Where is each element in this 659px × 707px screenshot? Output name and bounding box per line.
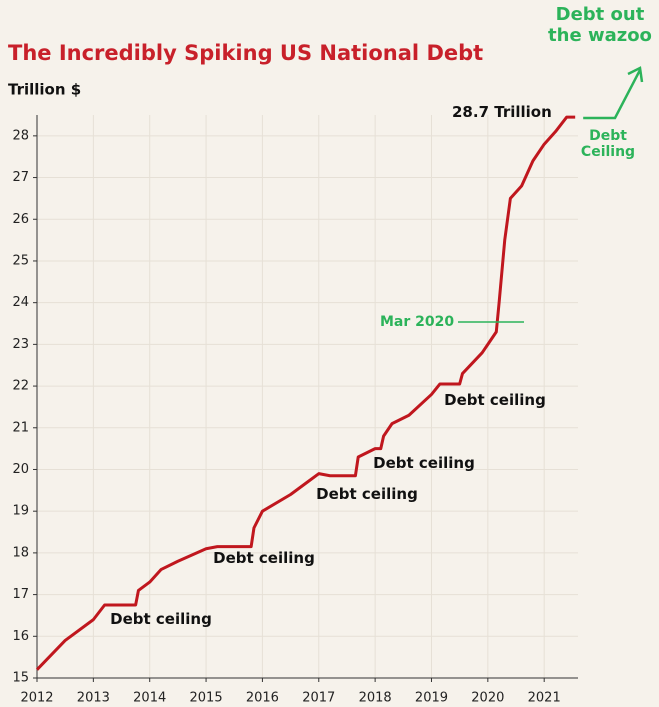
data-line bbox=[35, 115, 576, 671]
annotation: Debt ceiling bbox=[316, 485, 418, 503]
x-tick-label: 2019 bbox=[415, 691, 448, 706]
y-axis-label: Trillion $ bbox=[8, 81, 81, 99]
annotation: 28.7 Trillion bbox=[452, 103, 552, 121]
y-tick-label: 21 bbox=[12, 420, 29, 435]
y-tick-label: 20 bbox=[12, 462, 29, 477]
y-tick-label: 28 bbox=[12, 128, 29, 143]
y-tick-label: 17 bbox=[12, 587, 29, 602]
annotation: Debt out the wazoo bbox=[548, 4, 652, 46]
x-tick-label: 2020 bbox=[471, 691, 504, 706]
chart-title: The Incredibly Spiking US National Debt bbox=[8, 41, 483, 65]
x-tick-label: 2012 bbox=[20, 691, 53, 706]
x-tick-label: 2016 bbox=[246, 691, 279, 706]
annotation: Debt ceiling bbox=[213, 549, 315, 567]
y-tick-label: 16 bbox=[12, 629, 29, 644]
x-tick-label: 2021 bbox=[528, 691, 561, 706]
y-tick-label: 25 bbox=[12, 253, 29, 268]
x-tick-label: 2014 bbox=[133, 691, 166, 706]
y-tick-label: 18 bbox=[12, 545, 29, 560]
x-tick-label: 2017 bbox=[302, 691, 335, 706]
y-tick-label: 15 bbox=[12, 671, 29, 686]
y-tick-label: 22 bbox=[12, 379, 29, 394]
annotation: Debt ceiling bbox=[110, 610, 212, 628]
y-tick-label: 19 bbox=[12, 504, 29, 519]
x-tick-label: 2018 bbox=[359, 691, 392, 706]
x-tick-label: 2013 bbox=[77, 691, 110, 706]
ceiling-arrow bbox=[583, 66, 644, 120]
y-tick-label: 24 bbox=[12, 295, 29, 310]
annotation: Debt ceiling bbox=[444, 391, 546, 409]
x-tick-label: 2015 bbox=[190, 691, 223, 706]
annotation: Mar 2020 bbox=[379, 314, 455, 330]
y-tick-label: 23 bbox=[12, 337, 29, 352]
annotation: Debt ceiling bbox=[373, 454, 475, 472]
annotation: Debt Ceiling bbox=[580, 128, 636, 161]
y-tick-label: 27 bbox=[12, 170, 29, 185]
y-tick-label: 26 bbox=[12, 212, 29, 227]
